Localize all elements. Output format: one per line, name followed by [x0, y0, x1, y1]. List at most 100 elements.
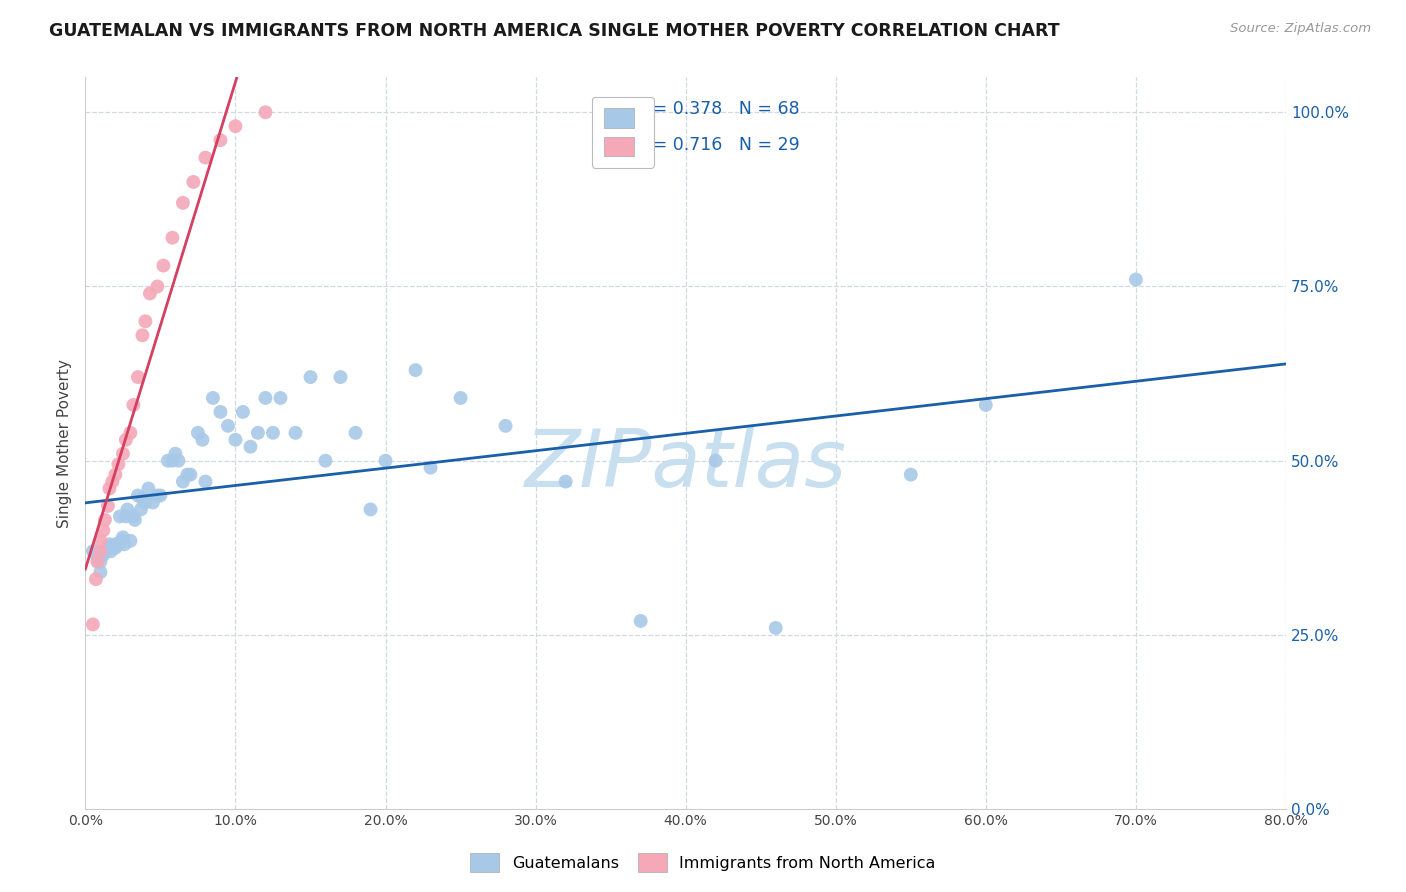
Point [179, 467, 201, 482]
Point [93, 524, 115, 538]
Point [1125, 272, 1147, 286]
Point [100, 544, 122, 558]
Point [89, 544, 111, 558]
Point [104, 467, 127, 482]
Point [82, 544, 104, 558]
Legend: , : , [592, 96, 654, 168]
Point [284, 425, 307, 440]
Point [209, 133, 232, 147]
Point [405, 363, 427, 377]
Point [134, 495, 156, 509]
Point [224, 433, 246, 447]
Point [131, 491, 153, 506]
Point [124, 513, 146, 527]
Point [110, 533, 132, 548]
Point [172, 475, 194, 489]
Point [101, 475, 124, 489]
Point [254, 391, 277, 405]
Point [89, 565, 111, 579]
Point [172, 195, 194, 210]
Point [374, 453, 396, 467]
Point [97, 541, 120, 555]
Point [86, 551, 108, 566]
Legend: Guatemalans, Immigrants from North America: Guatemalans, Immigrants from North Ameri… [463, 845, 943, 880]
Point [194, 475, 217, 489]
Point [134, 314, 156, 328]
Point [104, 541, 127, 555]
Point [127, 489, 149, 503]
Point [183, 175, 205, 189]
Point [217, 418, 239, 433]
Point [974, 398, 997, 412]
Point [142, 495, 165, 509]
Point [194, 151, 217, 165]
Point [93, 548, 115, 562]
Point [344, 425, 367, 440]
Point [704, 453, 727, 467]
Point [146, 489, 169, 503]
Point [131, 328, 153, 343]
Point [115, 433, 138, 447]
Point [162, 230, 184, 244]
Point [209, 405, 232, 419]
Point [269, 391, 291, 405]
Point [82, 617, 104, 632]
Point [120, 425, 142, 440]
Point [232, 405, 254, 419]
Point [120, 533, 142, 548]
Point [360, 502, 382, 516]
Point [554, 475, 576, 489]
Point [115, 509, 138, 524]
Point [107, 457, 129, 471]
Point [129, 502, 152, 516]
Point [329, 370, 352, 384]
Text: ZIPatlas: ZIPatlas [524, 426, 846, 504]
Point [224, 119, 246, 133]
Point [254, 105, 277, 120]
Text: GUATEMALAN VS IMMIGRANTS FROM NORTH AMERICA SINGLE MOTHER POVERTY CORRELATION CH: GUATEMALAN VS IMMIGRANTS FROM NORTH AMER… [49, 22, 1060, 40]
Point [149, 489, 172, 503]
Point [138, 482, 160, 496]
Point [89, 555, 111, 569]
Point [450, 391, 472, 405]
Text: R = 0.716   N = 29: R = 0.716 N = 29 [636, 136, 800, 154]
Point [419, 460, 441, 475]
Point [104, 537, 127, 551]
Point [139, 286, 162, 301]
Point [98, 537, 121, 551]
Point [176, 467, 198, 482]
Y-axis label: Single Mother Poverty: Single Mother Poverty [58, 359, 72, 528]
Point [94, 513, 117, 527]
Point [201, 391, 224, 405]
Point [111, 530, 134, 544]
Point [98, 482, 121, 496]
Point [146, 279, 169, 293]
Point [765, 621, 787, 635]
Point [122, 398, 145, 412]
Point [94, 544, 117, 558]
Point [152, 259, 174, 273]
Point [107, 537, 129, 551]
Point [111, 447, 134, 461]
Point [156, 453, 179, 467]
Point [89, 533, 111, 548]
Point [167, 453, 190, 467]
Point [191, 433, 214, 447]
Point [630, 614, 652, 628]
Point [127, 370, 149, 384]
Point [299, 370, 322, 384]
Point [122, 509, 145, 524]
Text: Source: ZipAtlas.com: Source: ZipAtlas.com [1230, 22, 1371, 36]
Point [162, 453, 184, 467]
Point [262, 425, 284, 440]
Point [900, 467, 922, 482]
Point [495, 418, 517, 433]
Point [108, 509, 131, 524]
Point [165, 447, 187, 461]
Point [101, 541, 124, 555]
Point [84, 572, 107, 586]
Point [315, 453, 337, 467]
Point [117, 502, 139, 516]
Point [86, 555, 108, 569]
Point [97, 499, 120, 513]
